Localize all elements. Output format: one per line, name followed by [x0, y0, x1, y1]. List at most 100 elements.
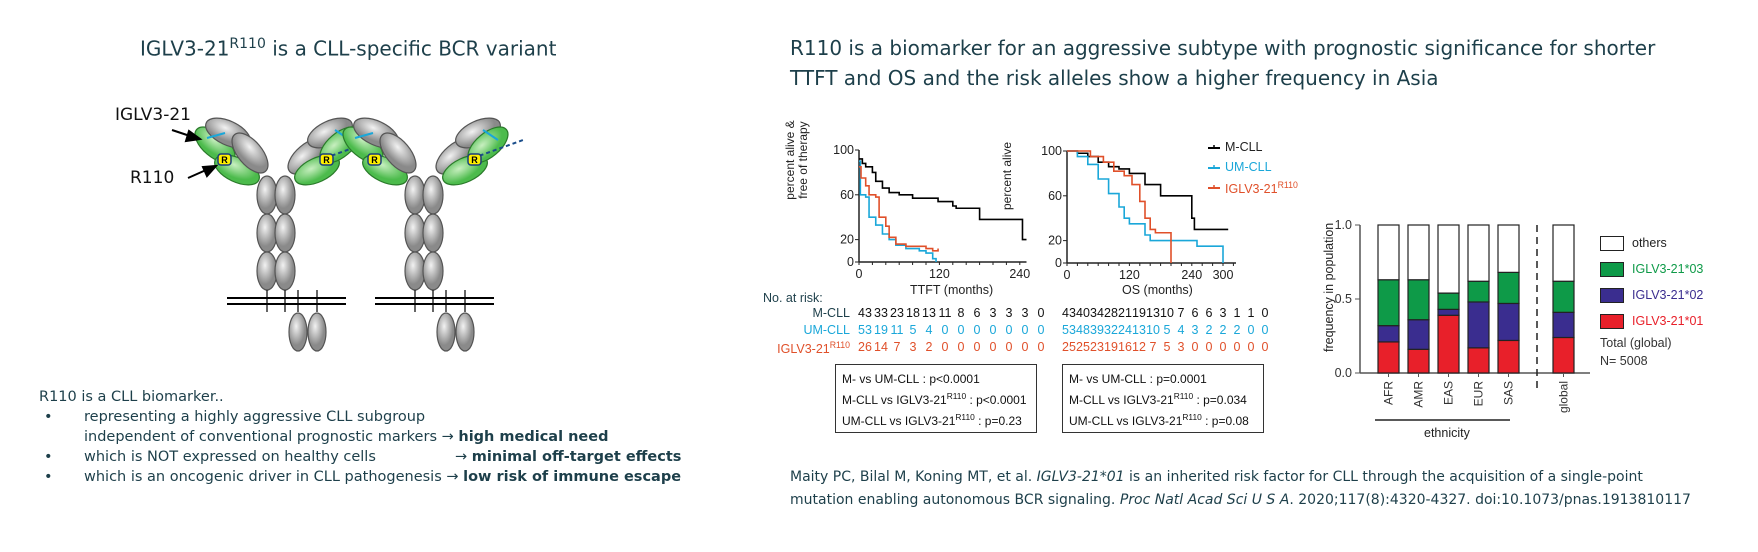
at-risk-value: 0 — [1021, 323, 1029, 337]
at-risk-value: 33 — [874, 306, 888, 320]
bcr-molecule-left — [194, 117, 376, 352]
at-risk-value: 34 — [1090, 306, 1104, 320]
km-curve-umcll — [1067, 150, 1224, 263]
at-risk-value: 5 — [1163, 323, 1171, 337]
at-risk-value: 3 — [1219, 306, 1227, 320]
bullet-3: • which is an oncogenic driver in CLL pat… — [44, 469, 682, 485]
at-risk-value: 0 — [957, 323, 965, 337]
at-risk-value: 7 — [1149, 340, 1157, 354]
at-risk-value: 0 — [1247, 340, 1255, 354]
at-risk-value: 5 — [909, 323, 917, 337]
bar-xlabel: ethnicity — [1424, 426, 1470, 440]
at-risk-value: 3 — [909, 340, 917, 354]
at-risk-value: 53 — [858, 323, 872, 337]
at-risk-value: 1 — [1247, 306, 1255, 320]
at-risk-value: 4 — [1177, 323, 1185, 337]
bar-x-tick-label: AFR — [1382, 381, 1396, 405]
at-risk-value: 40 — [1076, 306, 1090, 320]
y-tick-label: 0 — [847, 255, 854, 269]
at-risk-value: 32 — [1104, 323, 1118, 337]
bullet-3-emph: low risk of immune escape — [463, 469, 682, 485]
at-risk-value: 11 — [938, 306, 952, 320]
at-risk-value: 3 — [1177, 340, 1185, 354]
bar-EUR-allele02 — [1467, 301, 1490, 349]
swatch-allele01 — [1600, 314, 1624, 330]
at-risk-value: 23 — [890, 306, 904, 320]
at-risk-value: 28 — [1104, 306, 1118, 320]
at-risk-value: 16 — [1118, 340, 1132, 354]
at-risk-value: 43 — [1062, 306, 1076, 320]
at-risk-value: 23 — [1090, 340, 1104, 354]
os-xlabel: OS (months) — [1122, 283, 1193, 297]
at-risk-value: 0 — [1037, 306, 1045, 320]
at-risk-value: 8 — [957, 306, 965, 320]
at-risk-value: 0 — [1233, 340, 1241, 354]
bar-global-allele01 — [1552, 336, 1575, 374]
bullet-2-emph: minimal off-target effects — [471, 449, 682, 465]
y-tick-label: 20 — [1048, 234, 1062, 248]
os-pvalue-box: M- vs UM-CLL : p=0.0001 M-CLL vs IGLV3-2… — [1062, 364, 1264, 433]
bar-x-tick-label: AMR — [1412, 381, 1426, 408]
at-risk-value: 13 — [1146, 306, 1160, 320]
y-tick-label: 20 — [840, 233, 854, 247]
pvalue-row: M-CLL vs IGLV3-21R110 : p<0.0001 — [842, 391, 1027, 407]
legend-others: others — [1600, 236, 1667, 252]
at-risk-value: 3 — [1021, 306, 1029, 320]
bullet-2-text: which is NOT expressed on healthy cells — [84, 449, 376, 465]
bar-global-allele02 — [1552, 311, 1575, 339]
n-note: N= 5008 — [1600, 354, 1648, 368]
at-risk-value: 19 — [1104, 340, 1118, 354]
at-risk-value: 7 — [893, 340, 901, 354]
y-tick-label: 60 — [1048, 189, 1062, 203]
bar-SAS-allele01 — [1497, 339, 1520, 374]
at-risk-value: 6 — [973, 306, 981, 320]
bar-AMR-allele03 — [1407, 279, 1430, 321]
bar-EUR-allele01 — [1467, 347, 1490, 374]
bar-EAS-allele03 — [1437, 292, 1460, 310]
at-risk-value: 6 — [1205, 306, 1213, 320]
at-risk-value: 0 — [1247, 323, 1255, 337]
x-tick-label: 240 — [1009, 267, 1030, 281]
bullet-1-emph: high medical need — [458, 429, 609, 445]
x-tick-label: 300 — [1213, 268, 1234, 282]
iglv3-21-label: IGLV3-21 — [115, 105, 192, 125]
citation-line1: Maity PC, Bilal M, Koning MT, et al. IGL… — [790, 469, 1643, 485]
bullet-1-text: representing a highly aggressive CLL sub… — [84, 409, 426, 425]
at-risk-value: 0 — [1219, 340, 1227, 354]
pvalue-row: UM-CLL vs IGLV3-21R110 : p=0.08 — [1069, 412, 1249, 428]
ttft-ylabel: percent alive & free of therapy — [783, 120, 810, 200]
swatch-allele02 — [1600, 288, 1624, 304]
at-risk-value: 13 — [922, 306, 936, 320]
at-risk-value: 2 — [1205, 323, 1213, 337]
ttft-pvalue-box: M- vs UM-CLL : p<0.0001 M-CLL vs IGLV3-2… — [835, 364, 1037, 433]
at-risk-value: 0 — [989, 340, 997, 354]
bar-AFR-allele01 — [1377, 341, 1400, 374]
pvalue-row: UM-CLL vs IGLV3-21R110 : p=0.23 — [842, 412, 1022, 428]
legend-umcll: UM-CLL — [1225, 160, 1272, 174]
km-curve-mcll — [1067, 150, 1229, 231]
at-risk-value: 0 — [941, 340, 949, 354]
legend-allele02: IGLV3-21*02 — [1600, 288, 1703, 304]
bar-y-tick-label: 1.0 — [1335, 218, 1352, 232]
bar-x-tick-label: global — [1557, 381, 1571, 413]
bcr-diagram: R R R R — [171, 110, 524, 352]
total-note: Total (global) — [1600, 336, 1672, 350]
pvalue-row: M-CLL vs IGLV3-21R110 : p=0.034 — [1069, 391, 1247, 407]
at-risk-value: 7 — [1177, 306, 1185, 320]
right-title-line1: R110 is a biomarker for an aggressive su… — [790, 36, 1656, 60]
bullet-1-cont: independent of conventional prognostic m… — [84, 429, 608, 445]
at-risk-value: 1 — [1233, 306, 1241, 320]
bar-AFR-allele02 — [1377, 325, 1400, 343]
right-title-line2: TTFT and OS and the risk alleles show a … — [790, 66, 1439, 90]
bar-AMR-others — [1407, 224, 1430, 281]
swatch-others — [1600, 236, 1624, 252]
at-risk-value: 0 — [1005, 340, 1013, 354]
left-title-rest: is a CLL-specific BCR variant — [265, 36, 557, 61]
pointer-arrows — [171, 129, 219, 179]
bar-SAS-allele02 — [1497, 302, 1520, 342]
ttft-xlabel: TTFT (months) — [910, 283, 994, 297]
bullet-3-text: which is an oncogenic driver in CLL path… — [84, 469, 442, 485]
at-risk-value: 3 — [989, 306, 997, 320]
arrow-icon: → — [441, 429, 454, 445]
svg-text:R: R — [471, 155, 478, 165]
